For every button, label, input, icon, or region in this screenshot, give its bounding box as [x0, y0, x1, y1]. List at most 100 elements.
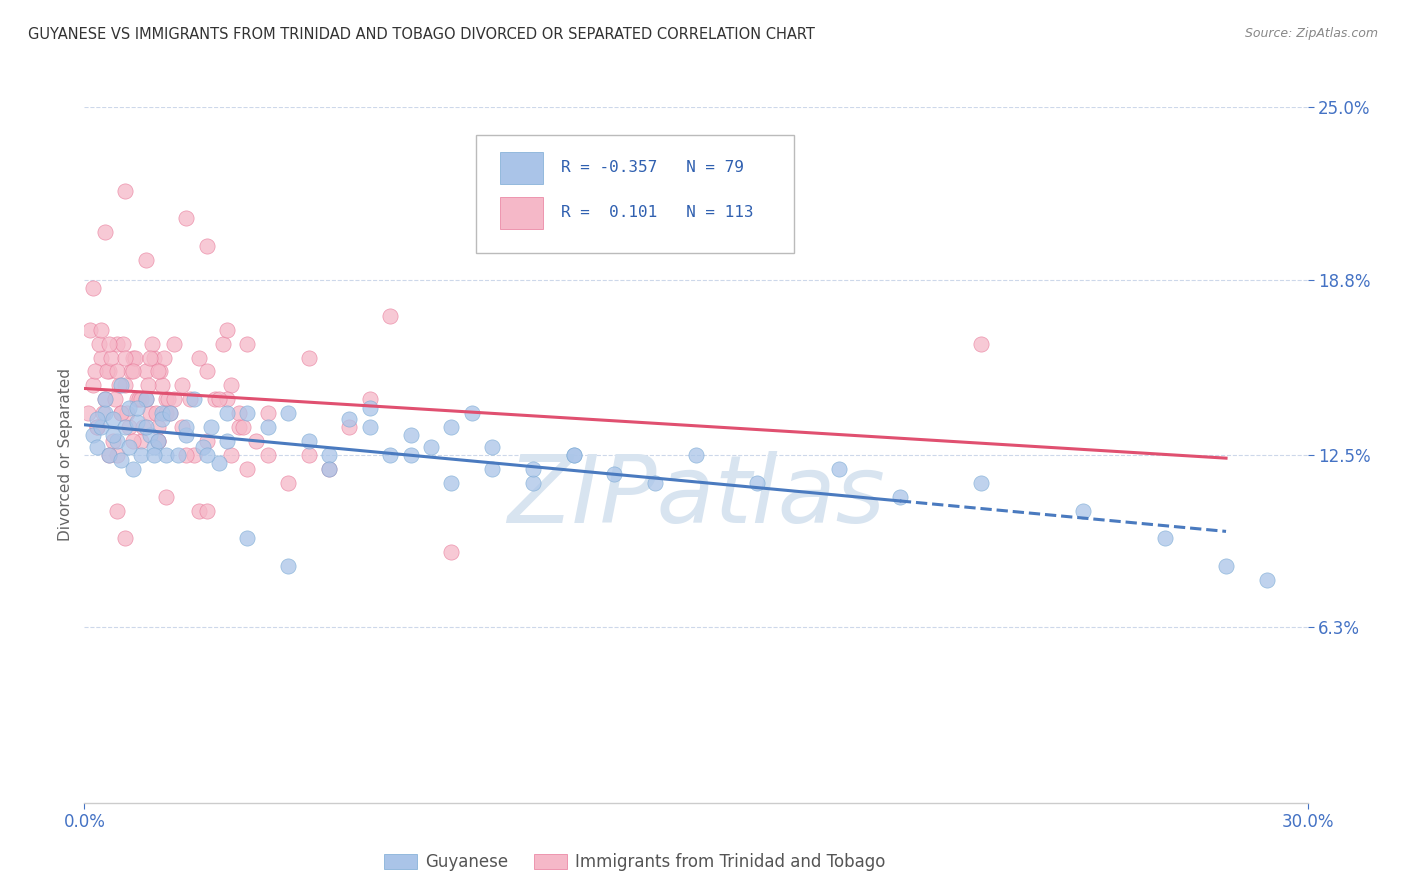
Point: [644, 475, 666, 490]
Point: [114, 532, 136, 546]
Point: [141, 336, 163, 351]
Point: [420, 440, 443, 454]
Point: [277, 475, 299, 490]
Point: [228, 406, 250, 420]
Point: [179, 392, 201, 407]
Point: [115, 406, 138, 420]
Point: [163, 392, 186, 407]
Point: [131, 392, 153, 407]
Point: [86, 420, 108, 434]
Point: [380, 448, 402, 462]
Point: [208, 392, 231, 407]
FancyBboxPatch shape: [475, 135, 794, 253]
Point: [146, 434, 169, 448]
Point: [105, 434, 128, 448]
Point: [747, 475, 769, 490]
Point: [236, 462, 259, 476]
Point: [110, 378, 132, 392]
Point: [399, 428, 422, 442]
Point: [138, 428, 160, 442]
Point: [156, 392, 179, 407]
FancyBboxPatch shape: [501, 197, 543, 228]
Point: [105, 503, 128, 517]
Point: [245, 434, 267, 448]
Point: [174, 420, 197, 434]
Point: [132, 420, 155, 434]
Point: [96, 364, 118, 378]
Point: [150, 406, 173, 420]
Point: [138, 406, 160, 420]
Point: [93, 225, 117, 239]
Point: [135, 392, 157, 407]
Point: [114, 420, 136, 434]
Point: [257, 448, 280, 462]
Point: [87, 336, 110, 351]
Point: [380, 309, 402, 323]
Point: [122, 364, 145, 378]
Point: [217, 392, 239, 407]
Point: [174, 428, 197, 442]
Point: [228, 420, 250, 434]
Point: [187, 351, 209, 365]
Point: [217, 406, 239, 420]
Point: [120, 364, 142, 378]
Point: [136, 378, 159, 392]
Point: [104, 392, 127, 407]
Point: [217, 323, 239, 337]
Point: [159, 406, 181, 420]
Point: [183, 448, 205, 462]
Point: [318, 462, 340, 476]
Point: [195, 239, 218, 253]
Point: [167, 448, 190, 462]
Point: [131, 434, 153, 448]
Point: [110, 406, 132, 420]
Point: [219, 378, 242, 392]
Point: [86, 440, 108, 454]
Point: [108, 378, 131, 392]
Point: [195, 503, 218, 517]
Point: [105, 448, 128, 462]
Point: [90, 420, 112, 434]
Point: [101, 411, 124, 425]
Point: [219, 448, 242, 462]
Point: [155, 406, 177, 420]
Point: [562, 448, 585, 462]
Point: [195, 448, 218, 462]
Point: [970, 336, 993, 351]
Point: [150, 378, 173, 392]
Point: [359, 420, 381, 434]
Point: [236, 336, 259, 351]
Point: [110, 453, 132, 467]
Point: [236, 532, 259, 546]
Point: [298, 351, 321, 365]
Text: ZIPatlas: ZIPatlas: [508, 451, 884, 542]
Point: [277, 406, 299, 420]
Point: [101, 434, 124, 448]
Point: [90, 351, 112, 365]
Point: [114, 351, 136, 365]
Point: [135, 392, 157, 407]
Point: [461, 406, 484, 420]
Point: [93, 392, 117, 407]
Point: [200, 420, 222, 434]
Point: [82, 428, 104, 442]
Point: [110, 406, 132, 420]
Point: [124, 351, 146, 365]
Point: [195, 364, 218, 378]
Point: [187, 503, 209, 517]
Point: [257, 406, 280, 420]
Point: [440, 420, 463, 434]
Point: [122, 351, 145, 365]
Point: [97, 336, 120, 351]
Point: [172, 420, 194, 434]
Point: [298, 434, 321, 448]
Point: [97, 448, 120, 462]
Point: [146, 434, 169, 448]
Point: [155, 490, 177, 504]
Point: [603, 467, 626, 482]
Point: [135, 253, 157, 268]
FancyBboxPatch shape: [501, 153, 543, 184]
Point: [127, 415, 149, 429]
Point: [146, 434, 169, 448]
Point: [685, 448, 707, 462]
